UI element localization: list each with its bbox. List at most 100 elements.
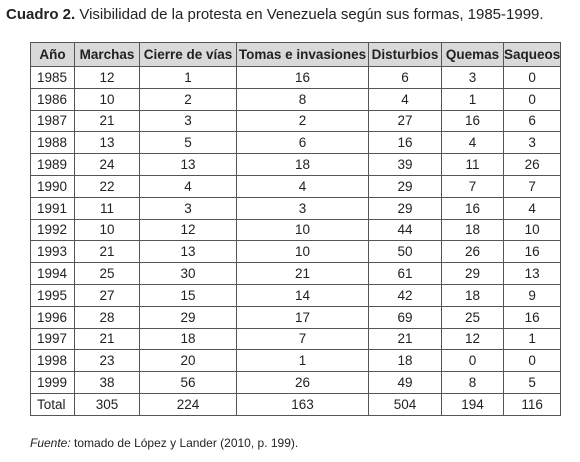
- row-label: Total: [30, 392, 75, 416]
- table-cell: 42: [368, 283, 442, 307]
- table-cell: 1: [139, 66, 237, 89]
- table-cell: 38: [74, 371, 140, 394]
- table-row: 1987 21 3 2 27 16 6: [30, 109, 562, 133]
- table-cell: 20: [139, 349, 237, 373]
- table-cell: 305: [74, 392, 140, 416]
- table-cell: 22: [74, 174, 140, 198]
- table-cell: 12: [74, 66, 140, 89]
- table-cell: 3: [236, 196, 369, 220]
- table-row: 1988 13 5 6 16 4 3: [30, 131, 562, 155]
- row-label: 1999: [30, 371, 75, 394]
- table-cell: 3: [139, 109, 237, 133]
- table-cell: 3: [139, 196, 237, 220]
- row-label: 1990: [30, 174, 75, 198]
- table-cell: 24: [74, 153, 140, 176]
- table-row: 1992 10 12 10 44 18 10: [30, 218, 562, 242]
- table-cell: 44: [368, 218, 442, 242]
- table-cell: 5: [502, 371, 562, 394]
- table-cell: 3: [441, 66, 504, 89]
- column-header: Disturbios: [368, 42, 442, 67]
- table-cell: 4: [139, 174, 237, 198]
- data-table: Año Marchas Cierre de vías Tomas e invasion…: [30, 42, 562, 416]
- table-cell: 21: [74, 109, 140, 133]
- table-cell: 116: [502, 392, 562, 416]
- table-cell: 18: [236, 153, 369, 176]
- table-cell: 21: [74, 327, 140, 351]
- table-cell: 23: [74, 349, 140, 373]
- table-row: Total 305 224 163 504 194 116: [30, 392, 562, 416]
- table-cell: 4: [502, 196, 562, 220]
- column-header: Tomas e invasiones: [236, 42, 369, 67]
- table-row: 1994 25 30 21 61 29 13: [30, 262, 562, 285]
- table-row: 1993 21 13 10 50 26 16: [30, 240, 562, 264]
- table-cell: 10: [74, 218, 140, 242]
- table-cell: 14: [236, 283, 369, 307]
- table-cell: 11: [441, 153, 504, 176]
- table-cell: 16: [441, 109, 504, 133]
- title-text: Visibilidad de la protesta en Venezuela …: [79, 6, 544, 23]
- table-cell: 21: [236, 262, 369, 285]
- table-cell: 9: [502, 283, 562, 307]
- table-cell: 6: [236, 131, 369, 155]
- table-cell: 18: [139, 327, 237, 351]
- table-cell: 0: [502, 87, 562, 111]
- source-label: Fuente:: [30, 436, 71, 450]
- table-cell: 1: [441, 87, 504, 111]
- table-cell: 10: [236, 218, 369, 242]
- column-header: Marchas: [74, 42, 140, 67]
- table-cell: 50: [368, 240, 442, 264]
- table-row: 1995 27 15 14 42 18 9: [30, 283, 562, 307]
- table-cell: 0: [441, 349, 504, 373]
- table-cell: 6: [502, 109, 562, 133]
- table-cell: 224: [139, 392, 237, 416]
- table-row: 1989 24 13 18 39 11 26: [30, 153, 562, 176]
- table-cell: 39: [368, 153, 442, 176]
- table-cell: 16: [368, 131, 442, 155]
- table-cell: 21: [74, 240, 140, 264]
- table-cell: 194: [441, 392, 504, 416]
- row-label: 1998: [30, 349, 75, 373]
- table-cell: 12: [139, 218, 237, 242]
- table-cell: 18: [441, 283, 504, 307]
- table-cell: 4: [368, 87, 442, 111]
- table-cell: 16: [502, 305, 562, 329]
- table-row: 1997 21 18 7 21 12 1: [30, 327, 562, 351]
- table-cell: 13: [502, 262, 562, 285]
- table-cell: 28: [74, 305, 140, 329]
- table-cell: 29: [139, 305, 237, 329]
- row-label: 1992: [30, 218, 75, 242]
- row-label: 1991: [30, 196, 75, 220]
- table-cell: 10: [74, 87, 140, 111]
- table-cell: 26: [441, 240, 504, 264]
- table-row: 1991 11 3 3 29 16 4: [30, 196, 562, 220]
- row-label: 1997: [30, 327, 75, 351]
- table-cell: 18: [441, 218, 504, 242]
- table-cell: 0: [502, 349, 562, 373]
- table-cell: 49: [368, 371, 442, 394]
- source: Fuente: tomado de López y Lander (2010, …: [30, 436, 298, 450]
- table-cell: 69: [368, 305, 442, 329]
- table-cell: 29: [441, 262, 504, 285]
- column-header: Año: [30, 42, 75, 67]
- table-cell: 7: [441, 174, 504, 198]
- table-cell: 163: [236, 392, 369, 416]
- table-cell: 26: [502, 153, 562, 176]
- table-row: 1985 12 1 16 6 3 0: [30, 66, 562, 89]
- table-cell: 29: [368, 174, 442, 198]
- table-cell: 16: [502, 240, 562, 264]
- table-cell: 15: [139, 283, 237, 307]
- title-label: Cuadro 2.: [6, 6, 76, 23]
- table-cell: 2: [236, 109, 369, 133]
- row-label: 1994: [30, 262, 75, 285]
- row-label: 1993: [30, 240, 75, 264]
- table-row: 1999 38 56 26 49 8 5: [30, 371, 562, 394]
- table-cell: 61: [368, 262, 442, 285]
- table-row: 1998 23 20 1 18 0 0: [30, 349, 562, 373]
- table-cell: 25: [441, 305, 504, 329]
- table-cell: 16: [441, 196, 504, 220]
- table-cell: 1: [236, 349, 369, 373]
- table-cell: 29: [368, 196, 442, 220]
- header-row: Año Marchas Cierre de vías Tomas e invasion…: [30, 42, 562, 67]
- table-cell: 6: [368, 66, 442, 89]
